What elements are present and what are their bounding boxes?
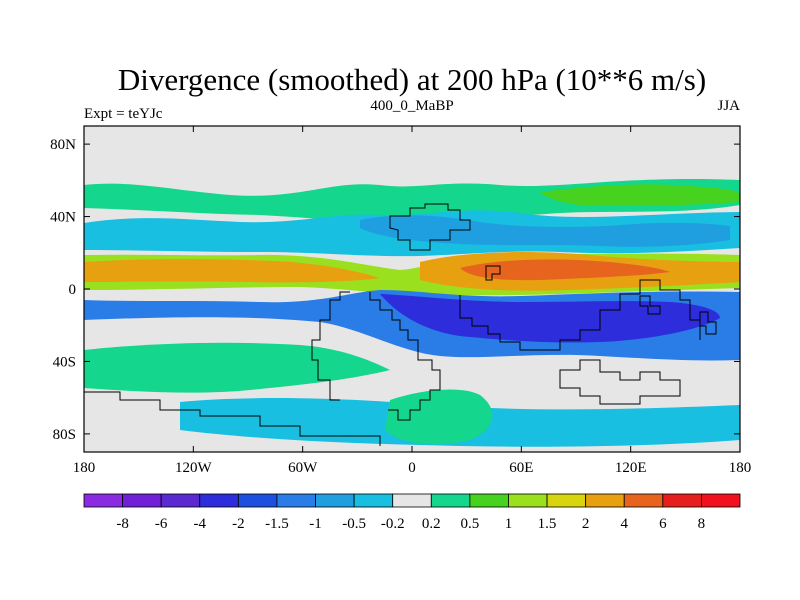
island-southeast-asia-coast xyxy=(639,295,661,315)
map-area xyxy=(84,126,740,452)
colorbar-swatch xyxy=(585,493,625,508)
colorbar: -8 -6 -4 -2 -1.5 -1 -0.5 -0.2 0.2 0.5 1 1.5 2 4 6 8 xyxy=(83,493,741,532)
colorbar-swatch xyxy=(237,493,278,508)
experiment-label: Expt = teYJc xyxy=(84,106,163,122)
colorbar-label: 6 xyxy=(659,516,667,532)
y-tick-label: 0 xyxy=(69,282,77,298)
colorbar-swatch xyxy=(508,493,548,508)
coastline-outlines xyxy=(84,203,717,446)
y-tick-label: 40N xyxy=(50,210,76,226)
colorbar-label: 1.5 xyxy=(538,516,557,532)
y-tick-label: 40S xyxy=(53,354,76,370)
island-new-zealand-coast xyxy=(699,311,717,335)
x-tick-label: 120E xyxy=(615,460,647,476)
colorbar-swatch xyxy=(199,493,239,508)
colorbar-label: -4 xyxy=(194,516,207,532)
colorbar-swatch xyxy=(315,493,355,508)
x-tick-label: 60W xyxy=(288,460,318,476)
continent-australia-coast xyxy=(559,359,681,405)
continent-africa-coast xyxy=(369,292,441,421)
period-label: 400_0_MaBP xyxy=(370,98,453,114)
colorbar-label: 0.2 xyxy=(422,516,441,532)
y-axis: 80N 40N 0 40S 80S xyxy=(50,137,740,443)
colorbar-swatch xyxy=(623,493,664,508)
colorbar-swatch xyxy=(160,493,201,508)
y-tick-label: 80S xyxy=(53,427,76,443)
colorbar-swatch xyxy=(276,493,316,508)
season-label: JJA xyxy=(717,98,740,114)
island-arabia-coast xyxy=(485,265,501,281)
colorbar-label: 4 xyxy=(620,516,628,532)
convergence-core-southern-tropical xyxy=(380,294,720,343)
colorbar-label: -6 xyxy=(155,516,168,532)
colorbar-label: 1 xyxy=(505,516,513,532)
divergence-patch-south-atlantic xyxy=(385,389,493,445)
x-tick-label: 180 xyxy=(73,460,96,476)
colorbar-swatch xyxy=(701,493,741,508)
continent-asia-coast xyxy=(459,279,701,351)
colorbar-label: -8 xyxy=(116,516,129,532)
colorbar-swatch xyxy=(469,493,509,508)
continent-antarctica-coast xyxy=(84,391,381,446)
colorbar-label: -1 xyxy=(309,516,322,532)
x-tick-label: 60E xyxy=(509,460,533,476)
colorbar-swatch xyxy=(546,493,587,508)
x-tick-label: 120W xyxy=(175,460,213,476)
divergence-monsoon-core xyxy=(460,259,670,281)
y-tick-label: 80N xyxy=(50,137,76,153)
continent-north-africa-coast xyxy=(389,203,471,251)
colorbar-label: -1.5 xyxy=(265,516,289,532)
divergence-band-north-mid-strong xyxy=(540,184,740,206)
chart-title: Divergence (smoothed) at 200 hPa (10**6 … xyxy=(118,62,706,97)
x-tick-label: 180 xyxy=(729,460,752,476)
continent-south-america-coast xyxy=(311,291,350,401)
colorbar-swatch xyxy=(353,493,394,508)
colorbar-label: 0.5 xyxy=(461,516,480,532)
divergence-band-equatorial-core xyxy=(84,259,380,283)
colorbar-label: -0.5 xyxy=(342,516,366,532)
x-axis: 180 120W 60W 0 60E 120E 180 xyxy=(73,126,752,476)
colorbar-swatch xyxy=(430,493,471,508)
x-tick-label: 0 xyxy=(408,460,416,476)
colorbar-swatch xyxy=(392,493,432,508)
colorbar-label: 8 xyxy=(698,516,706,532)
colorbar-label: -2 xyxy=(232,516,245,532)
divergence-band-southern-mid xyxy=(84,342,390,393)
colorbar-label: 2 xyxy=(582,516,590,532)
colorbar-swatch xyxy=(83,493,123,508)
convergence-core-subtropical xyxy=(360,215,730,247)
colorbar-swatch xyxy=(662,493,702,508)
colorbar-label: -0.2 xyxy=(381,516,405,532)
colorbar-swatch xyxy=(122,493,162,508)
